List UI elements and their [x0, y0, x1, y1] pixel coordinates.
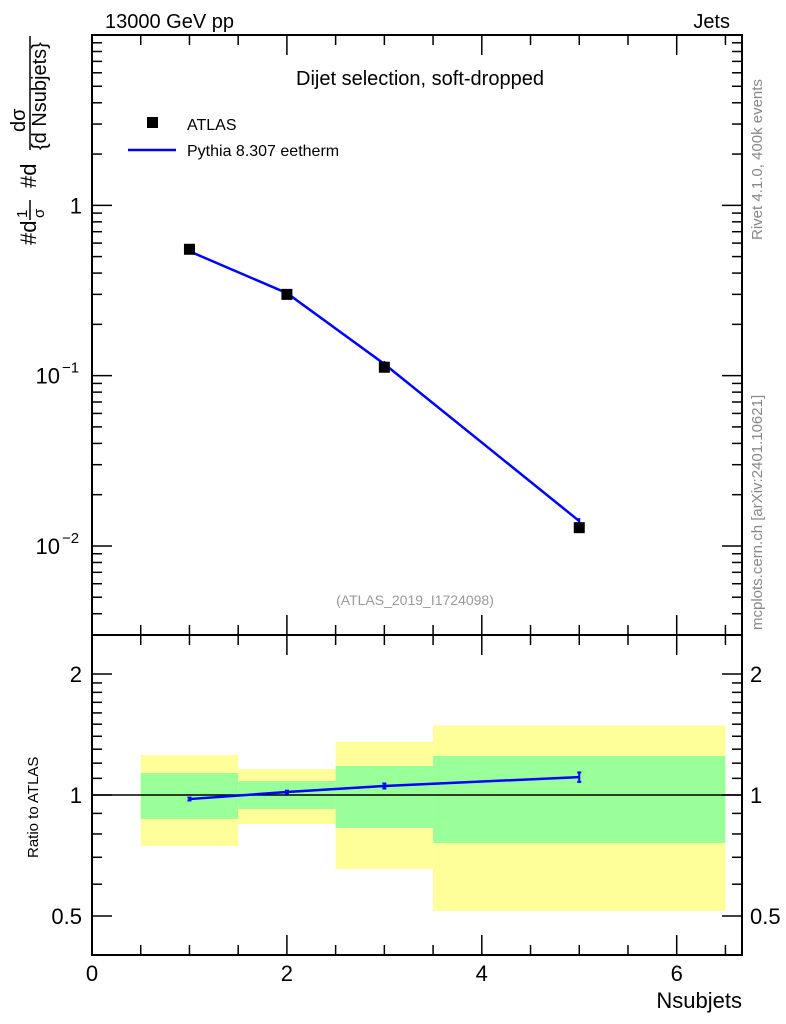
x-axis-title: Nsubjets [656, 988, 742, 1013]
plot-title: Dijet selection, soft-dropped [296, 68, 544, 90]
ratio-band-inner [335, 766, 434, 828]
ratio-band-inner [433, 756, 726, 843]
ratio-y-tick-label: 1 [70, 783, 82, 808]
mcplots-credit: mcplots.cern.ch [arXiv:2401.10621] [749, 395, 766, 630]
atlas-data-point [573, 522, 585, 534]
ratio-line [189, 775, 580, 801]
atlas-data-point [378, 361, 390, 373]
ratio-y-tick-label-right: 2 [750, 662, 762, 687]
ylabel-part: dσ [8, 108, 30, 132]
y-tick-exponent: −1 [62, 360, 79, 377]
ratio-y-tick-label: 0.5 [51, 904, 82, 929]
atlas-data-point [281, 288, 293, 300]
atlas-data-point [183, 243, 195, 255]
ratio-y-tick-label-right: 0.5 [750, 904, 781, 929]
ratio-y-tick-label: 2 [70, 662, 82, 687]
ylabel-part: 1 [14, 210, 31, 218]
legend-atlas-marker [147, 117, 158, 128]
header-energy: 13000 GeV pp [105, 11, 234, 33]
ratio-bands [92, 725, 742, 911]
y-tick-label: 1 [70, 193, 82, 218]
ratio-ylabel: Ratio to ATLAS [25, 757, 42, 858]
ylabel-part: {d Nsubjets} [29, 42, 51, 150]
y-axis-title: #d 1 σ #d dσ {d Nsubjets} [8, 36, 51, 245]
x-tick-label: 4 [476, 961, 488, 986]
header-process: Jets [693, 11, 730, 33]
legend-pythia-label: Pythia 8.307 eetherm [187, 143, 339, 160]
x-tick-label: 2 [281, 961, 293, 986]
ylabel-part: σ [31, 208, 48, 218]
pythia-line [188, 250, 581, 523]
ratio-y-tick-label-right: 1 [750, 783, 762, 808]
x-tick-label: 6 [671, 961, 683, 986]
y-tick-label: 10 [36, 364, 60, 389]
legend-atlas-label: ATLAS [187, 117, 237, 134]
ylabel-part: #d [16, 221, 41, 245]
ylabel-part: #d [16, 164, 41, 188]
y-tick-label: 10 [36, 534, 60, 559]
chart-marks [183, 243, 585, 802]
x-tick-label: 0 [86, 961, 98, 986]
rivet-version: Rivet 4.1.0, 400k events [749, 79, 766, 240]
analysis-label: (ATLAS_2019_I1724098) [336, 592, 494, 608]
y-tick-exponent: −2 [62, 530, 79, 547]
axes: 110 −110 −22 21 10.5 0.50 2 4 6 [36, 34, 781, 986]
